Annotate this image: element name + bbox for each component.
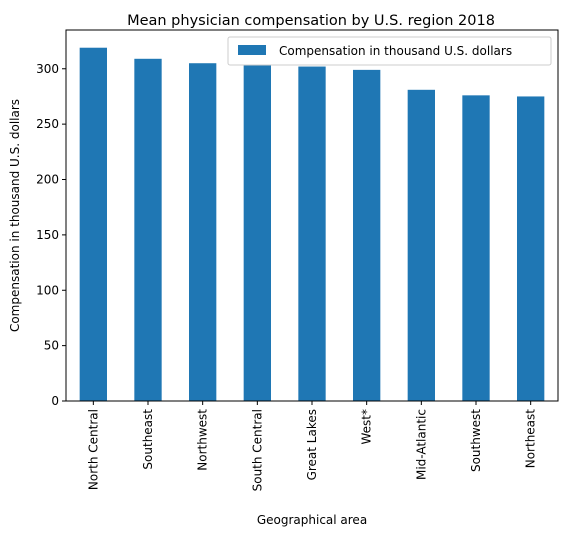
bar (517, 96, 545, 402)
legend-label: Compensation in thousand U.S. dollars (279, 44, 512, 58)
y-tick-label: 100 (36, 283, 59, 297)
bar (353, 69, 381, 402)
y-tick-label: 150 (36, 228, 59, 242)
x-tick-label: West* (360, 409, 374, 445)
chart-title: Mean physician compensation by U.S. regi… (127, 13, 495, 29)
y-tick-label: 300 (36, 62, 59, 76)
x-tick-label: North Central (86, 409, 100, 490)
x-axis: North Central Southeast Northwest South Cen… (86, 401, 538, 491)
legend-box (227, 36, 552, 66)
legend: Compensation in thousand U.S. dollars (227, 36, 552, 66)
bar (134, 58, 162, 401)
bar (189, 63, 217, 402)
y-tick-label: 0 (51, 394, 59, 408)
bar (298, 66, 326, 402)
y-axis: 0 50 100 150 200 250 300 (36, 62, 66, 408)
bar (462, 95, 490, 401)
y-tick-label: 250 (36, 117, 59, 131)
plot-frame (65, 29, 559, 402)
legend-swatch (238, 45, 266, 55)
x-tick-label: Northwest (196, 409, 210, 471)
bar (407, 89, 435, 402)
x-tick-label: South Central (250, 409, 264, 491)
x-tick-label: Southeast (141, 409, 155, 470)
y-axis-label: Compensation in thousand U.S. dollars (8, 99, 22, 332)
bar (79, 47, 107, 402)
x-tick-label: Northeast (524, 409, 538, 469)
x-tick-label: Southwest (469, 409, 483, 472)
bar (243, 65, 271, 401)
x-tick-label: Great Lakes (305, 409, 319, 480)
x-tick-label: Mid-Atlantic (414, 409, 428, 480)
bars (79, 47, 545, 402)
x-axis-label: Geographical area (257, 513, 367, 527)
y-tick-label: 50 (44, 339, 59, 353)
y-tick-label: 200 (36, 173, 59, 187)
